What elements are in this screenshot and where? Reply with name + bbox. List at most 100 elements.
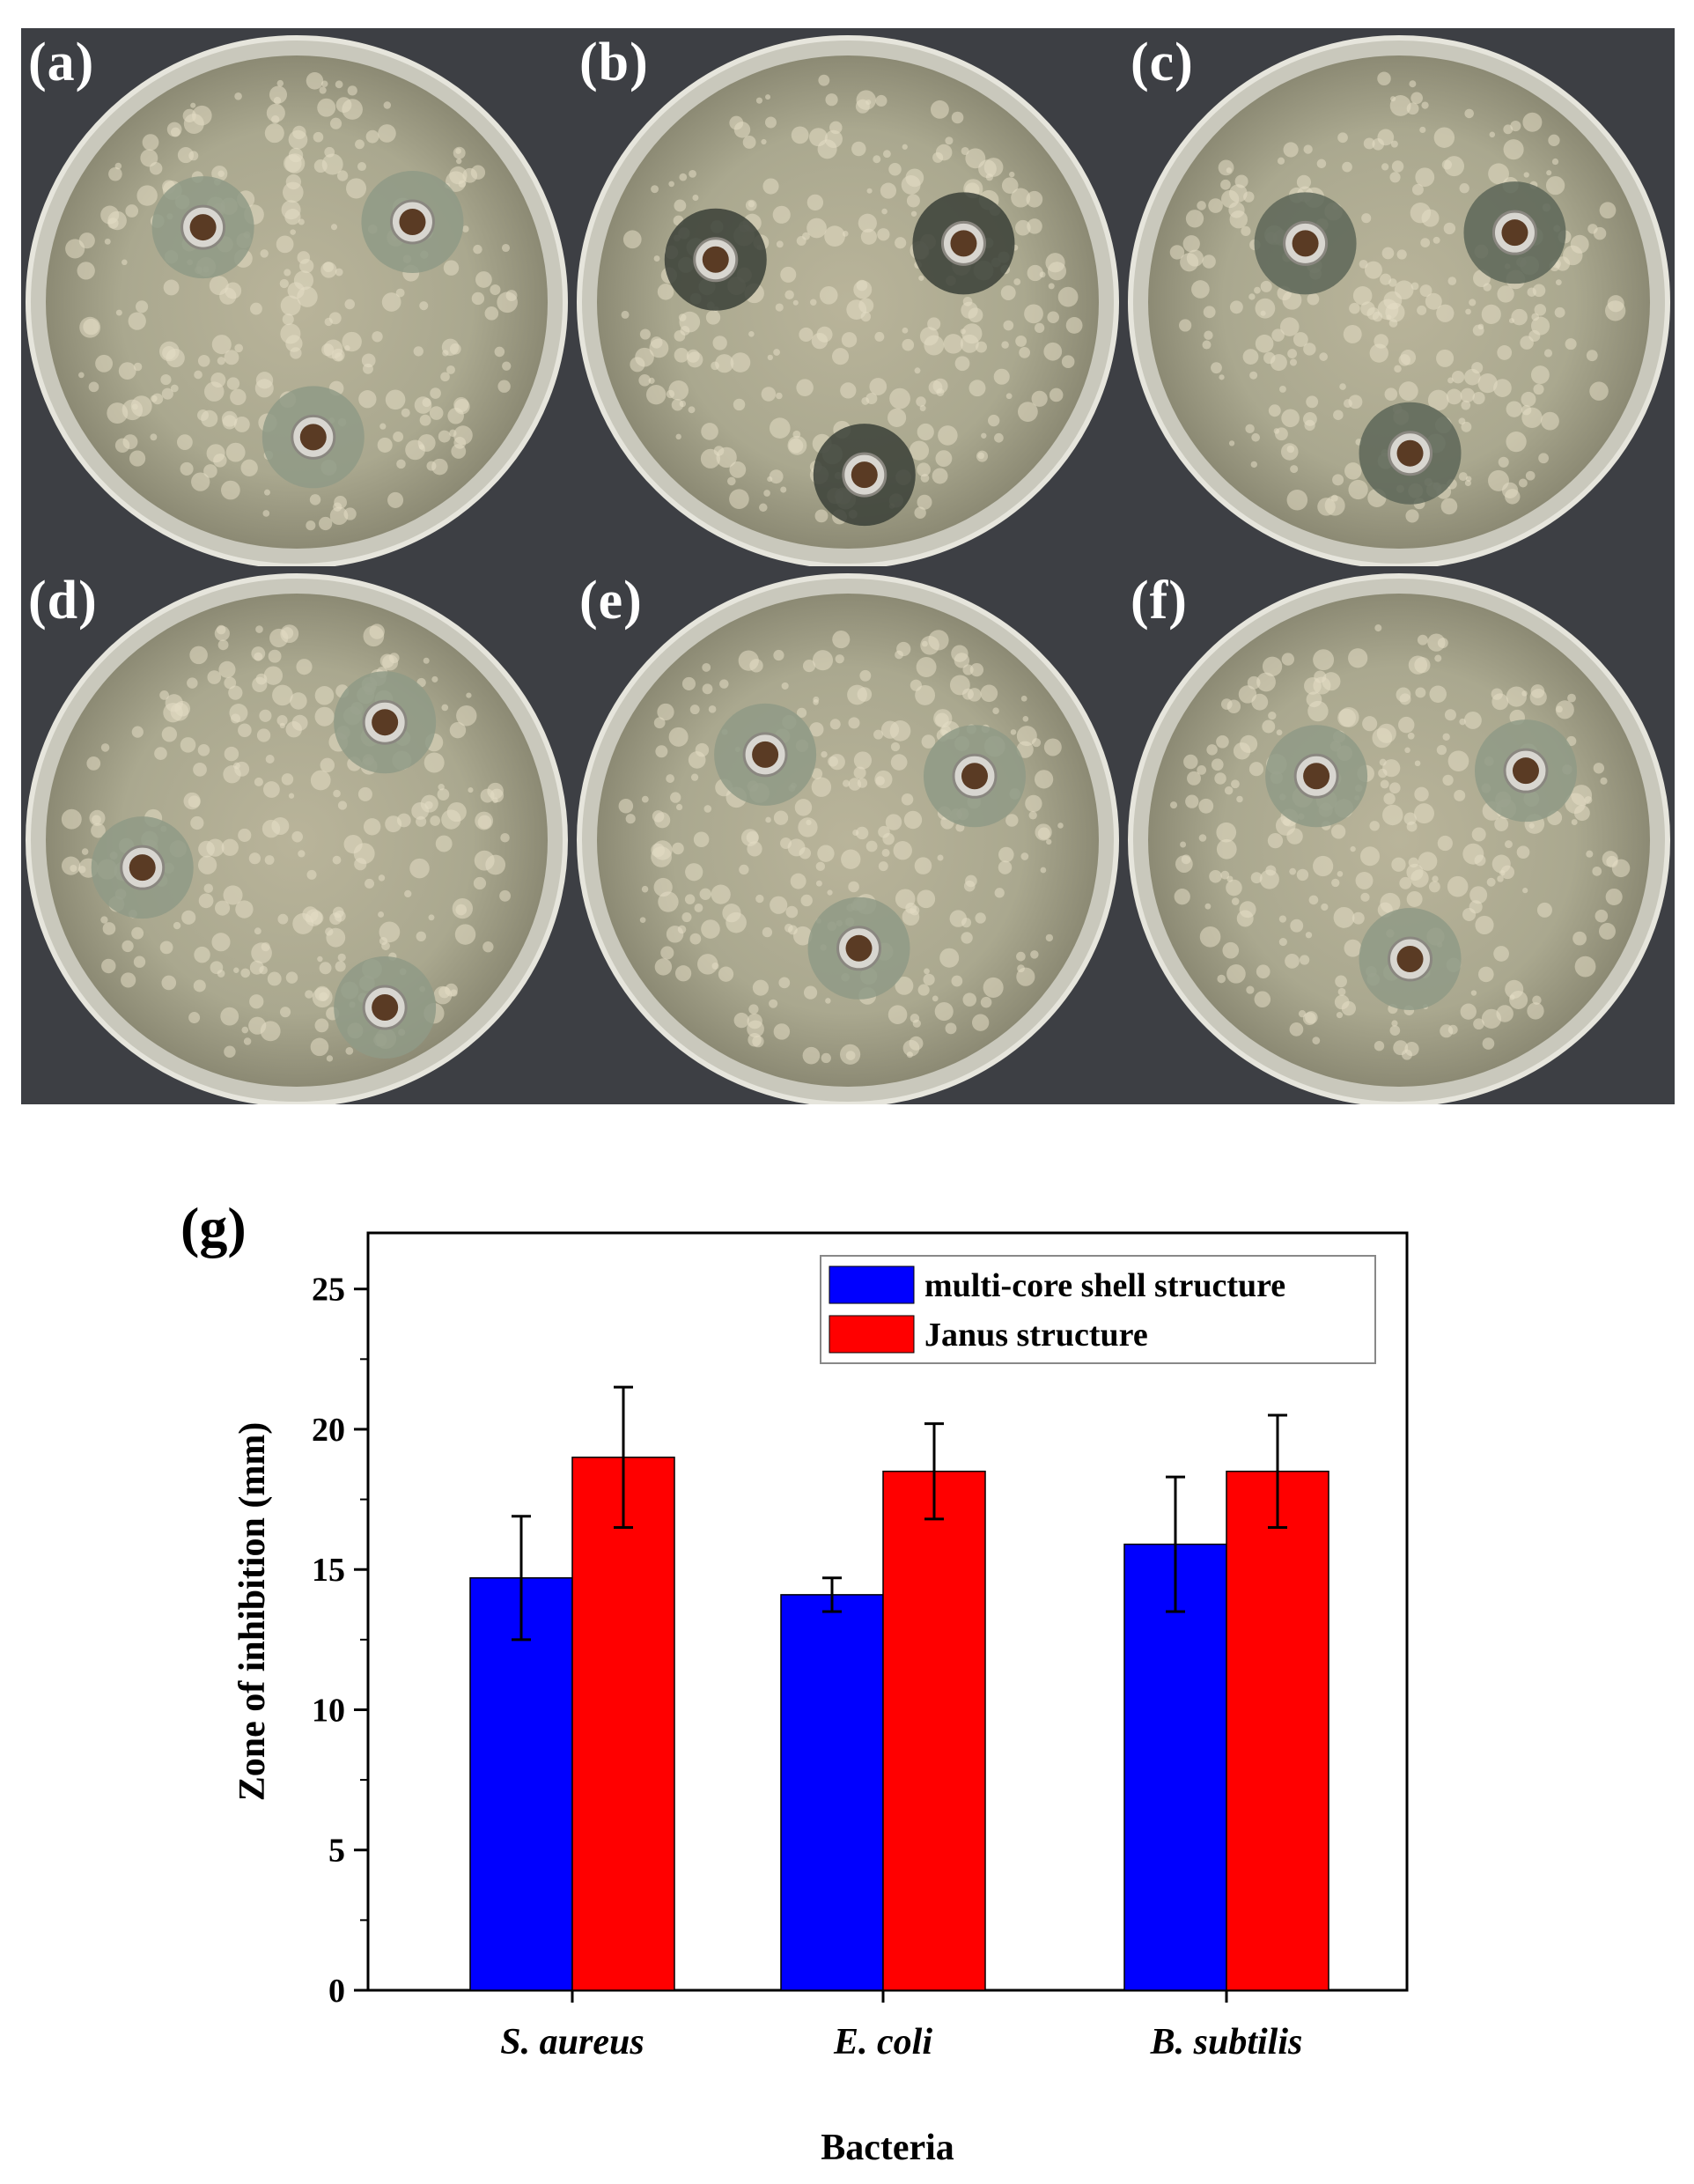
colony-speck [133,956,146,968]
colony-speck [1352,911,1365,925]
colony-speck [292,912,314,934]
colony-speck [497,380,511,393]
colony-speck [1333,410,1344,420]
colony-speck [920,474,930,483]
well-sample [752,741,779,768]
petri-dish-panel: (c) [1123,28,1675,566]
colony-speck [1342,161,1352,173]
colony-speck [122,259,128,266]
bar-janus [571,1457,675,1991]
colony-speck [961,146,969,156]
colony-speck [877,228,890,241]
colony-speck [815,880,822,887]
colony-speck [456,705,477,727]
colony-speck [1548,134,1560,146]
colony-speck [1001,177,1019,194]
colony-speck [951,975,963,987]
colony-speck [1471,362,1484,374]
colony-speck [689,933,702,945]
colony-speck [689,169,696,178]
colony-speck [1599,202,1617,219]
colony-speck [263,666,284,685]
colony-speck [1277,157,1285,165]
colony-speck [1265,865,1277,876]
colony-speck [1440,498,1458,515]
well-sample [372,994,399,1022]
colony-speck [1226,879,1242,896]
colony-speck [1306,691,1322,708]
colony-speck [812,650,834,671]
colony-speck [214,900,231,916]
colony-speck [1473,1018,1484,1030]
colony-speck [1382,804,1403,826]
colony-speck [1334,994,1350,1010]
colony-speck [1186,249,1204,267]
colony-speck [1302,1012,1316,1026]
colony-speck [453,396,469,413]
colony-speck [1254,991,1271,1008]
colony-speck [817,845,835,862]
colony-speck [869,378,888,395]
colony-speck [780,486,787,493]
colony-speck [419,301,429,311]
colony-speck [729,489,749,509]
colony-speck [1571,819,1578,826]
colony-speck [1477,373,1498,394]
colony-speck [1398,381,1418,402]
colony-speck [708,705,717,713]
colony-speck [880,182,897,199]
colony-speck [500,833,510,843]
colony-speck [1337,132,1348,144]
colony-speck [818,74,830,86]
colony-speck [1390,140,1398,148]
agar-surface [597,594,1099,1087]
colony-speck [197,355,210,367]
colony-speck [1174,889,1190,905]
colony-speck [357,162,366,172]
colony-speck [1506,431,1527,453]
colony-speck [1458,472,1468,482]
colony-speck [321,80,328,87]
colony-speck [1389,95,1411,116]
panel-label: (b) [579,33,649,92]
colony-speck [1377,129,1395,146]
legend-swatch [829,1315,915,1354]
colony-speck [1278,937,1287,947]
colony-speck [1554,306,1565,318]
colony-speck [1521,391,1536,407]
colony-speck [223,885,243,905]
colony-speck [191,472,210,491]
colony-speck [433,985,453,1005]
colony-speck [363,363,373,374]
colony-speck [949,910,968,927]
colony-speck [1472,324,1484,336]
colony-speck [1518,478,1528,488]
colony-speck [1043,738,1062,756]
colony-speck [1377,71,1391,85]
colony-speck [305,990,313,999]
colony-speck [190,102,196,108]
colony-speck [821,750,828,758]
petri-dish-photo-grid: (a) (b) (c) (d) (e) (f) [21,28,1675,1104]
petri-dish-photo [21,28,572,566]
colony-speck [888,408,907,427]
colony-speck [1204,330,1213,340]
colony-speck [95,354,113,373]
colony-speck [1374,624,1382,632]
colony-speck [1262,656,1283,676]
colony-speck [1587,224,1598,234]
colony-speck [454,924,476,945]
colony-speck [901,793,914,806]
colony-speck [711,962,719,970]
colony-speck [1246,985,1255,994]
colony-speck [1236,795,1243,803]
colony-speck [224,1045,236,1058]
colony-speck [1249,371,1258,380]
colony-speck [136,185,158,206]
colony-speck [1179,319,1192,332]
colony-speck [262,510,270,517]
colony-speck [902,327,909,334]
colony-speck [895,650,903,660]
colony-speck [639,328,651,340]
colony-speck [954,356,970,372]
